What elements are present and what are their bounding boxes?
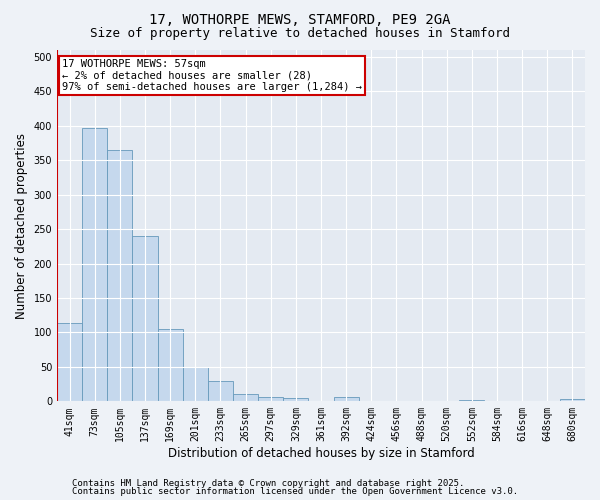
Bar xyxy=(283,398,308,402)
Bar xyxy=(133,236,158,402)
Bar xyxy=(258,396,283,402)
Text: Contains HM Land Registry data © Crown copyright and database right 2025.: Contains HM Land Registry data © Crown c… xyxy=(72,478,464,488)
Text: Contains public sector information licensed under the Open Government Licence v3: Contains public sector information licen… xyxy=(72,487,518,496)
Bar xyxy=(57,324,82,402)
Bar xyxy=(208,382,233,402)
Text: 17 WOTHORPE MEWS: 57sqm
← 2% of detached houses are smaller (28)
97% of semi-det: 17 WOTHORPE MEWS: 57sqm ← 2% of detached… xyxy=(62,59,362,92)
Bar xyxy=(233,394,258,402)
Bar xyxy=(183,367,208,402)
Bar xyxy=(158,329,183,402)
Bar xyxy=(107,150,133,402)
Y-axis label: Number of detached properties: Number of detached properties xyxy=(15,132,28,318)
Bar xyxy=(82,128,107,402)
X-axis label: Distribution of detached houses by size in Stamford: Distribution of detached houses by size … xyxy=(167,447,475,460)
Text: 17, WOTHORPE MEWS, STAMFORD, PE9 2GA: 17, WOTHORPE MEWS, STAMFORD, PE9 2GA xyxy=(149,12,451,26)
Text: Size of property relative to detached houses in Stamford: Size of property relative to detached ho… xyxy=(90,28,510,40)
Bar xyxy=(459,400,484,402)
Bar xyxy=(560,400,585,402)
Bar xyxy=(334,396,359,402)
